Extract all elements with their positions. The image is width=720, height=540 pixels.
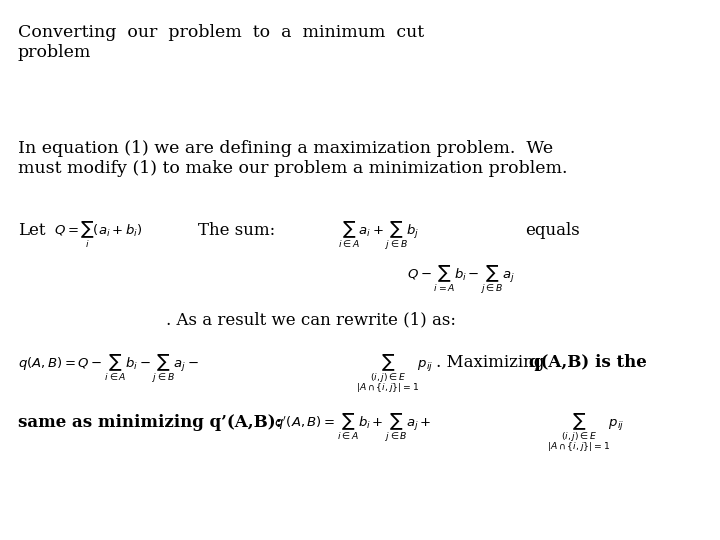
Text: $Q = \sum_i(a_i+b_i)$: $Q = \sum_i(a_i+b_i)$ <box>54 220 143 251</box>
Text: In equation (1) we are defining a maximization problem.  We
must modify (1) to m: In equation (1) we are defining a maximi… <box>18 140 567 177</box>
Text: $\sum_{\substack{(i,j)\in E\\|A\cap\{i,j\}|=1}} p_{ij}$: $\sum_{\substack{(i,j)\in E\\|A\cap\{i,j… <box>356 352 434 395</box>
Text: q(A,B) is the: q(A,B) is the <box>529 354 647 371</box>
Text: $Q - \sum_{i=A} b_i - \sum_{j\in B} a_j$: $Q - \sum_{i=A} b_i - \sum_{j\in B} a_j$ <box>407 263 515 295</box>
Text: Let: Let <box>18 222 45 239</box>
Text: $\sum_{i\in A} a_i + \sum_{j\in B} b_j$: $\sum_{i\in A} a_i + \sum_{j\in B} b_j$ <box>338 220 420 252</box>
Text: $q'(A,B) = \sum_{i\in A} b_i + \sum_{j\in B} a_j +$: $q'(A,B) = \sum_{i\in A} b_i + \sum_{j\i… <box>274 411 431 444</box>
Text: . As a result we can rewrite (1) as:: . As a result we can rewrite (1) as: <box>166 311 456 328</box>
Text: same as minimizing q’(A,B):: same as minimizing q’(A,B): <box>18 414 282 430</box>
Text: Converting  our  problem  to  a  minimum  cut
problem: Converting our problem to a minimum cut … <box>18 24 424 61</box>
Text: equals: equals <box>526 222 580 239</box>
Text: . Maximizing: . Maximizing <box>436 354 544 371</box>
Text: $q(A,B) = Q - \sum_{i\in A} b_i - \sum_{j\in B} a_j -$: $q(A,B) = Q - \sum_{i\in A} b_i - \sum_{… <box>18 352 199 384</box>
Text: $\sum_{\substack{(i,j)\in E\\|A\cap\{i,j\}|=1}} p_{ij}$: $\sum_{\substack{(i,j)\in E\\|A\cap\{i,j… <box>547 411 625 454</box>
Text: The sum:: The sum: <box>198 222 275 239</box>
